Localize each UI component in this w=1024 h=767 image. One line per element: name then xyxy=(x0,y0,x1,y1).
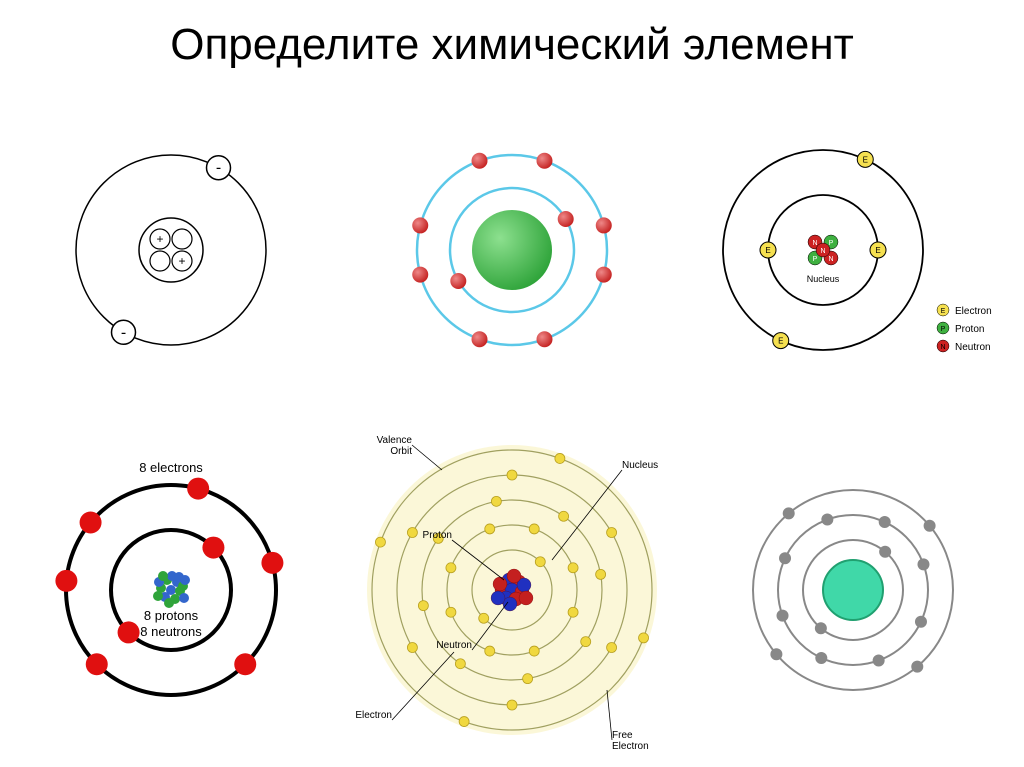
diagram-helium: - - + + xyxy=(0,80,341,420)
diagram-large-atom: ValenceOrbit Nucleus Proton Neutron Electron… xyxy=(341,420,682,760)
svg-text:8 protons: 8 protons xyxy=(144,608,199,623)
diagram-grid: --++ EEEENPPNNNucleusEElectronPProtonNNe… xyxy=(0,80,1024,760)
svg-text:P: P xyxy=(941,326,946,333)
svg-text:Proton: Proton xyxy=(955,324,984,335)
svg-text:Electron: Electron xyxy=(955,306,992,317)
svg-text:Neutron: Neutron xyxy=(436,640,472,651)
diagram-grey-atom xyxy=(683,420,1024,760)
svg-text:P: P xyxy=(813,256,818,263)
diagram-neon xyxy=(341,80,682,420)
svg-text:8 neutrons: 8 neutrons xyxy=(140,624,202,639)
svg-text:Nucleus: Nucleus xyxy=(807,274,840,284)
svg-text:Nucleus: Nucleus xyxy=(622,460,658,471)
svg-text:+: + xyxy=(178,254,185,268)
svg-text:Electron: Electron xyxy=(612,741,649,750)
svg-text:Valence: Valence xyxy=(377,435,413,446)
svg-text:E: E xyxy=(876,246,881,255)
svg-text:-: - xyxy=(215,160,220,177)
diagram-oxygen: 8 electrons 8 protons8 neutrons xyxy=(0,420,341,760)
svg-text:N: N xyxy=(941,344,946,351)
svg-text:N: N xyxy=(829,256,834,263)
svg-text:Neutron: Neutron xyxy=(955,342,991,353)
svg-text:Orbit: Orbit xyxy=(390,446,412,457)
diagram-beryllium: EEEENPPNNNucleusEElectronPProtonNNeutron xyxy=(683,80,1024,420)
svg-text:Free: Free xyxy=(612,730,633,741)
svg-text:P: P xyxy=(829,240,834,247)
svg-text:8 electrons: 8 electrons xyxy=(139,460,203,475)
svg-text:N: N xyxy=(821,248,826,255)
svg-text:Proton: Proton xyxy=(423,530,452,541)
svg-text:E: E xyxy=(863,155,868,164)
svg-text:E: E xyxy=(778,337,783,346)
svg-text:Electron: Electron xyxy=(355,710,392,721)
page-title: Определите химический элемент xyxy=(0,0,1024,80)
svg-text:E: E xyxy=(766,246,771,255)
svg-text:-: - xyxy=(120,324,125,341)
svg-text:E: E xyxy=(941,308,946,315)
svg-text:+: + xyxy=(156,232,163,246)
svg-text:N: N xyxy=(813,240,818,247)
